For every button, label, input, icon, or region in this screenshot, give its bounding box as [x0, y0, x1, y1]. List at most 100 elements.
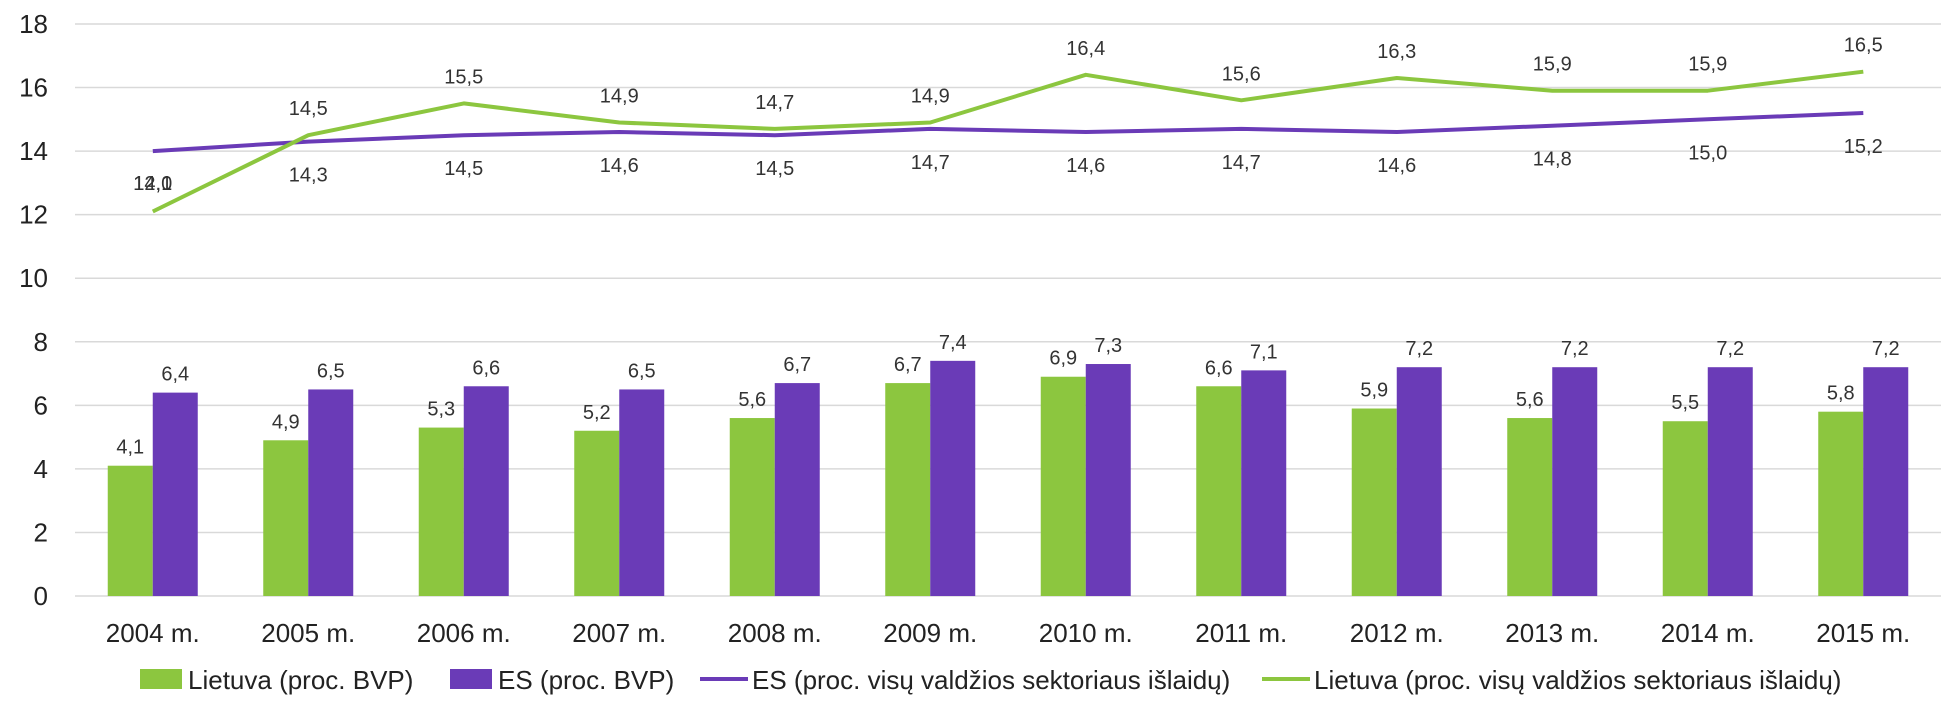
bar-data-label: 6,7	[783, 354, 811, 376]
y-tick-label: 2	[34, 517, 48, 547]
y-tick-label: 16	[19, 73, 48, 103]
line-data-label: 15,6	[1222, 63, 1261, 85]
bar-data-label: 5,5	[1671, 392, 1699, 414]
bar-es-bvp	[1863, 367, 1909, 596]
x-tick-label: 2012 m.	[1350, 618, 1444, 648]
bar-es-bvp	[1241, 370, 1287, 596]
bar-es-bvp	[463, 386, 509, 596]
bar-es-bvp	[1396, 367, 1442, 596]
bar-lietuva-bvp	[263, 440, 309, 596]
x-tick-label: 2013 m.	[1505, 618, 1599, 648]
line-data-label: 16,3	[1377, 41, 1416, 63]
bar-lietuva-bvp	[1507, 418, 1553, 596]
line-data-label: 15,2	[1844, 136, 1883, 158]
bar-es-bvp	[1707, 367, 1753, 596]
x-tick-label: 2011 m.	[1195, 618, 1287, 648]
legend-label: Lietuva (proc. BVP)	[188, 665, 413, 695]
y-tick-label: 14	[19, 136, 48, 166]
bar-lietuva-bvp	[107, 465, 153, 596]
bar-data-label: 7,3	[1094, 335, 1122, 357]
y-tick-label: 0	[34, 581, 48, 611]
y-tick-label: 10	[19, 263, 48, 293]
line-data-label: 14,6	[600, 155, 639, 177]
line-data-label: 14,5	[755, 158, 794, 180]
bar-data-label: 7,2	[1561, 338, 1589, 360]
line-data-label: 14,0	[133, 173, 172, 195]
bar-data-label: 7,4	[939, 332, 967, 354]
line-data-label: 14,7	[911, 152, 950, 174]
bar-data-label: 7,2	[1872, 338, 1900, 360]
bar-data-label: 5,2	[583, 402, 611, 424]
x-tick-label: 2007 m.	[572, 618, 666, 648]
legend-swatch	[450, 669, 492, 689]
line-data-label: 14,7	[1222, 152, 1261, 174]
x-tick-label: 2004 m.	[106, 618, 200, 648]
line-data-label: 15,9	[1533, 54, 1572, 76]
x-tick-label: 2006 m.	[417, 618, 511, 648]
bar-es-bvp	[774, 383, 820, 596]
line-data-label: 15,5	[444, 66, 483, 88]
bar-es-bvp	[308, 389, 354, 596]
y-tick-label: 8	[34, 327, 48, 357]
bar-es-bvp	[619, 389, 665, 596]
line-data-label: 14,6	[1377, 155, 1416, 177]
bar-es-bvp	[1085, 364, 1131, 596]
bar-data-label: 7,2	[1405, 338, 1433, 360]
y-tick-label: 6	[34, 390, 48, 420]
bar-data-label: 6,6	[1205, 357, 1233, 379]
y-tick-label: 18	[19, 9, 48, 39]
x-tick-label: 2009 m.	[883, 618, 977, 648]
bar-lietuva-bvp	[885, 383, 931, 596]
bar-es-bvp	[152, 392, 198, 596]
bar-data-label: 5,6	[738, 389, 766, 411]
line-lietuva-islaidos	[151, 69, 1864, 214]
line-data-label: 16,4	[1066, 38, 1105, 60]
line-data-label: 14,7	[755, 92, 794, 114]
line-data-label: 12,1	[133, 173, 172, 195]
bar-es-bvp	[930, 360, 976, 596]
bar-data-label: 4,9	[272, 411, 300, 433]
legend-swatch	[140, 669, 182, 689]
bar-es-bvp	[1552, 367, 1598, 596]
legend-label: Lietuva (proc. visų valdžios sektoriaus …	[1314, 665, 1841, 695]
bar-data-label: 5,3	[427, 399, 455, 421]
legend-label: ES (proc. BVP)	[498, 665, 674, 695]
line-data-label: 14,3	[289, 165, 328, 187]
bar-data-label: 7,2	[1716, 338, 1744, 360]
y-tick-label: 12	[19, 200, 48, 230]
bar-data-label: 6,7	[894, 354, 922, 376]
bar-data-label: 6,5	[628, 360, 656, 382]
bar-lietuva-bvp	[574, 430, 620, 596]
bar-data-label: 6,5	[317, 360, 345, 382]
bar-data-label: 5,9	[1360, 380, 1388, 402]
bar-data-label: 6,4	[161, 364, 189, 386]
line-data-label: 14,9	[911, 86, 950, 108]
bar-lietuva-bvp	[1351, 408, 1397, 596]
y-tick-label: 4	[34, 454, 48, 484]
line-data-label: 15,9	[1688, 54, 1727, 76]
bar-data-label: 7,1	[1250, 341, 1278, 363]
line-data-label: 14,5	[444, 158, 483, 180]
x-tick-label: 2005 m.	[261, 618, 355, 648]
bar-data-label: 6,6	[472, 357, 500, 379]
x-tick-label: 2015 m.	[1816, 618, 1910, 648]
line-data-label: 14,8	[1533, 149, 1572, 171]
line-es-islaidos	[152, 111, 1864, 154]
bar-lietuva-bvp	[1196, 386, 1242, 596]
bar-data-label: 4,1	[116, 437, 144, 459]
bar-data-label: 5,6	[1516, 389, 1544, 411]
bar-lietuva-bvp	[729, 418, 775, 596]
bar-lietuva-bvp	[418, 427, 464, 596]
line-data-label: 15,0	[1688, 142, 1727, 164]
line-data-label: 14,9	[600, 86, 639, 108]
x-tick-label: 2010 m.	[1039, 618, 1133, 648]
bar-data-label: 6,9	[1049, 348, 1077, 370]
line-data-label: 14,6	[1066, 155, 1105, 177]
x-tick-label: 2014 m.	[1661, 618, 1755, 648]
bar-lietuva-bvp	[1040, 376, 1086, 596]
bar-lietuva-bvp	[1662, 421, 1708, 596]
line-data-label: 16,5	[1844, 35, 1883, 57]
line-data-label: 14,5	[289, 98, 328, 120]
